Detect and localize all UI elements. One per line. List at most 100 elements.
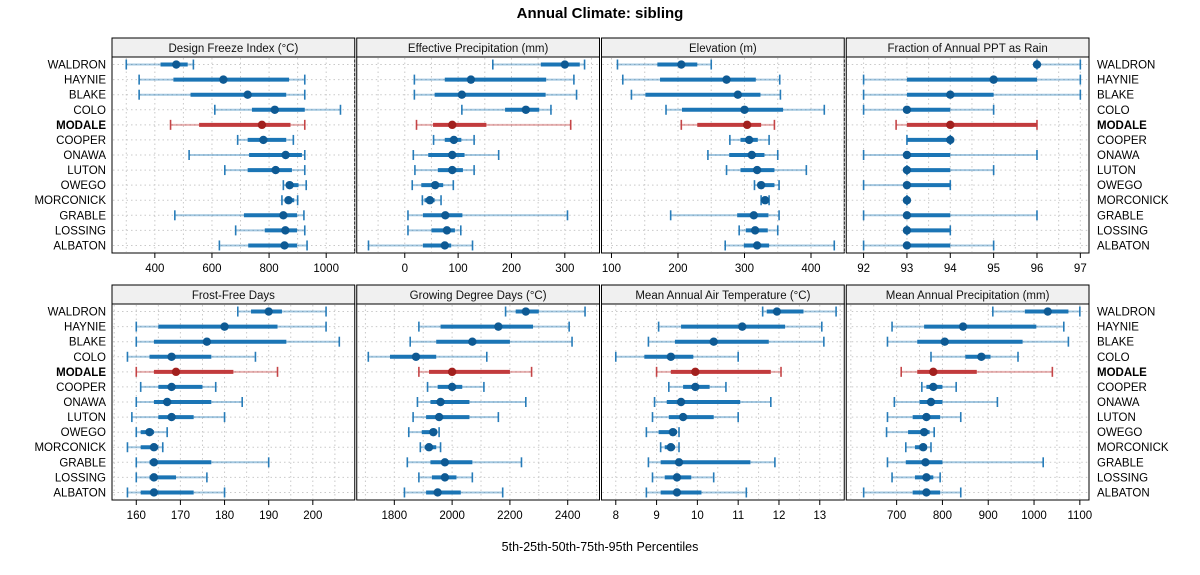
median-dot [678, 412, 688, 422]
panel-strip-title: Design Freeze Index (°C) [168, 43, 298, 55]
panel-box [845, 303, 1090, 501]
median-dot [902, 180, 912, 190]
median-dot [902, 211, 912, 220]
site-label-right: COOPER [1097, 382, 1147, 394]
median-dot [752, 165, 762, 175]
site-label-left: LOSSING [55, 472, 106, 484]
site-label-left: GRABLE [59, 457, 106, 469]
axis-tick-label: 100 [449, 263, 468, 275]
site-label-right: OWEGO [1097, 180, 1142, 192]
median-dot [430, 180, 440, 190]
axis-tick-label: 200 [303, 510, 322, 522]
median-dot [167, 352, 176, 361]
panel: Fraction of Annual PPT as Rain 92 93 94 95 96… [845, 37, 1090, 275]
median-dot [1032, 60, 1042, 69]
median-dot [449, 135, 459, 145]
site-label-left: BLAKE [69, 337, 106, 349]
panel-strip-title: Growing Degree Days (°C) [410, 290, 547, 302]
median-dot [921, 458, 930, 467]
site-label-left: COOPER [56, 135, 106, 147]
panel-strip-title: Frost-Free Days [192, 290, 275, 302]
median-dot [171, 367, 181, 377]
median-dot [709, 337, 718, 346]
site-label-left: LOSSING [55, 225, 106, 237]
median-dot [560, 60, 570, 69]
site-label-left: GRABLE [59, 210, 106, 222]
median-dot [162, 397, 172, 407]
median-dot [666, 352, 676, 361]
site-label-right: LUTON [1097, 165, 1136, 177]
median-dot [424, 443, 434, 452]
median-dot [668, 427, 678, 437]
site-label-right: BLAKE [1097, 90, 1134, 102]
median-dot [742, 120, 752, 130]
axis-tick-label: 1000 [1021, 510, 1047, 522]
median-dot [494, 322, 503, 331]
site-label-left: HAYNIE [64, 322, 106, 334]
median-dot [691, 367, 700, 377]
median-dot [733, 90, 743, 99]
axis-tick-label: 1000 [313, 263, 339, 275]
axis-tick-label: 300 [555, 263, 574, 275]
site-label-left: ONAWA [63, 397, 106, 409]
panel: Elevation (m) 100 200 300 400 [601, 37, 845, 275]
median-dot [281, 150, 290, 160]
median-dot [172, 60, 181, 69]
median-dot [672, 488, 682, 497]
median-dot [946, 120, 955, 130]
median-dot [167, 412, 176, 422]
axis-tick-label: 93 [901, 263, 914, 275]
axis-tick-label: 200 [502, 263, 521, 275]
site-label-left: COOPER [56, 382, 106, 394]
axis-tick-label: 11 [732, 510, 744, 522]
median-dot [149, 488, 159, 497]
median-dot [281, 226, 290, 235]
median-dot [902, 226, 912, 235]
median-dot [521, 307, 531, 316]
panel: Mean Annual Precipitation (mm) 700 800 900 1… [845, 284, 1092, 522]
median-dot [738, 322, 747, 331]
median-dot [440, 458, 450, 467]
median-dot [946, 90, 955, 99]
median-dot [145, 427, 154, 437]
axis-tick-label: 190 [259, 510, 278, 522]
axis-tick-label: 8 [613, 510, 619, 522]
median-dot [902, 196, 912, 205]
site-label-left: WALDRON [48, 60, 106, 72]
axis-tick-label: 900 [979, 510, 998, 522]
site-label-right: GRABLE [1097, 457, 1144, 469]
site-label-left: MODALE [56, 367, 106, 379]
median-dot [220, 322, 229, 331]
median-dot [442, 226, 452, 235]
site-label-right: MODALE [1097, 120, 1147, 132]
median-dot [284, 196, 293, 205]
median-dot [666, 443, 676, 452]
axis-tick-label: 170 [171, 510, 190, 522]
site-label-left: MORCONICK [34, 195, 106, 207]
median-dot [940, 337, 949, 346]
panel-strip-title: Elevation (m) [689, 43, 757, 55]
x-axis-caption: 5th-25th-50th-75th-95th Percentiles [501, 540, 699, 554]
median-dot [433, 488, 442, 497]
median-dot [447, 367, 457, 377]
panel: Design Freeze Index (°C) 400 600 800 1000 [111, 37, 356, 275]
median-dot [202, 337, 212, 346]
page-title: Annual Climate: sibling [516, 5, 684, 22]
axis-tick-label: 180 [215, 510, 234, 522]
axis-tick-label: 94 [944, 263, 957, 275]
panel-box [601, 56, 845, 254]
site-label-left: ALBATON [53, 487, 106, 499]
site-label-right: WALDRON [1097, 307, 1155, 319]
median-dot [929, 367, 938, 377]
axis-tick-label: 2400 [555, 510, 581, 522]
axis-tick-label: 1800 [382, 510, 408, 522]
panel-box [356, 56, 600, 254]
median-dot [747, 150, 757, 160]
site-label-left: HAYNIE [64, 75, 106, 87]
median-dot [468, 337, 477, 346]
site-label-left: MORCONICK [34, 442, 106, 454]
site-label-right: GRABLE [1097, 210, 1144, 222]
median-dot [958, 322, 968, 331]
axis-tick-label: 2200 [497, 510, 523, 522]
